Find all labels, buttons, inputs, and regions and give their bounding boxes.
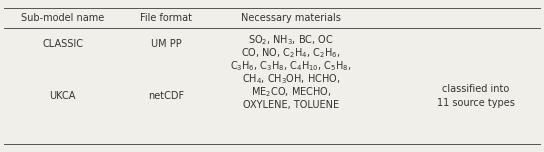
Text: Necessary materials: Necessary materials [241,13,341,23]
Text: UKCA: UKCA [50,91,76,101]
Text: CLASSIC: CLASSIC [42,39,83,49]
Text: ME$_2$CO, MECHO,: ME$_2$CO, MECHO, [251,85,331,99]
Text: UM PP: UM PP [151,39,181,49]
Text: SO$_2$, NH$_3$, BC, OC: SO$_2$, NH$_3$, BC, OC [248,33,334,47]
Text: netCDF: netCDF [148,91,184,101]
Text: CH$_4$, CH$_3$OH, HCHO,: CH$_4$, CH$_3$OH, HCHO, [242,72,340,86]
Text: Sub-model name: Sub-model name [21,13,104,23]
Text: File format: File format [140,13,192,23]
Text: OXYLENE, TOLUENE: OXYLENE, TOLUENE [243,100,339,110]
Text: classified into
11 source types: classified into 11 source types [437,84,515,108]
Text: CO, NO, C$_2$H$_4$, C$_2$H$_6$,: CO, NO, C$_2$H$_4$, C$_2$H$_6$, [242,46,341,60]
Text: C$_3$H$_6$, C$_3$H$_8$, C$_4$H$_{10}$, C$_5$H$_8$,: C$_3$H$_6$, C$_3$H$_8$, C$_4$H$_{10}$, C… [230,59,352,73]
